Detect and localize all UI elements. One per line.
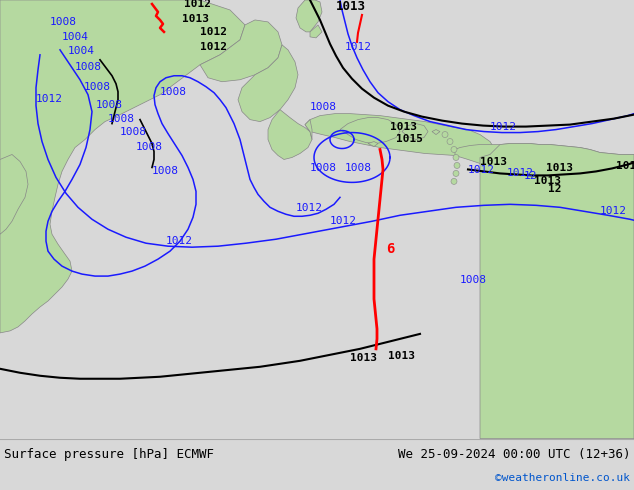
Polygon shape: [200, 20, 282, 82]
Text: 1012: 1012: [507, 169, 534, 178]
Text: 1008: 1008: [310, 164, 337, 173]
Text: 1012: 1012: [184, 0, 211, 9]
Polygon shape: [238, 45, 298, 122]
Text: 1012: 1012: [166, 236, 193, 246]
Text: 1008: 1008: [108, 114, 135, 123]
Text: 1008: 1008: [136, 142, 163, 151]
Text: Surface pressure [hPa] ECMWF: Surface pressure [hPa] ECMWF: [4, 448, 214, 461]
Circle shape: [451, 178, 457, 184]
Text: 1013: 1013: [350, 353, 377, 363]
Text: 1012: 1012: [200, 42, 227, 52]
Text: 1012: 1012: [200, 27, 227, 37]
Text: 1008: 1008: [310, 101, 337, 112]
Text: 6: 6: [386, 242, 394, 256]
Text: We 25-09-2024 00:00 UTC (12+36): We 25-09-2024 00:00 UTC (12+36): [398, 448, 630, 461]
Polygon shape: [455, 144, 634, 184]
Text: 12: 12: [524, 172, 538, 181]
Text: 1008: 1008: [120, 126, 147, 137]
Polygon shape: [296, 0, 322, 32]
Text: 1012: 1012: [330, 216, 357, 226]
Polygon shape: [268, 110, 312, 159]
Circle shape: [453, 154, 459, 160]
Text: 1008: 1008: [75, 62, 102, 72]
Text: ©weatheronline.co.uk: ©weatheronline.co.uk: [495, 473, 630, 483]
Polygon shape: [340, 118, 400, 144]
Polygon shape: [368, 142, 378, 147]
Polygon shape: [480, 144, 634, 439]
Polygon shape: [402, 123, 428, 140]
Text: 1013: 1013: [336, 0, 366, 13]
Text: 1004: 1004: [62, 32, 89, 42]
Text: 1013: 1013: [616, 161, 634, 172]
Text: 1008: 1008: [50, 17, 77, 27]
Circle shape: [451, 147, 457, 152]
Circle shape: [442, 132, 448, 138]
Text: 1008: 1008: [345, 164, 372, 173]
Text: 1012: 1012: [490, 122, 517, 132]
Polygon shape: [432, 129, 440, 135]
Circle shape: [454, 163, 460, 169]
Text: 1012: 1012: [345, 42, 372, 52]
Text: 1012: 1012: [36, 94, 63, 104]
Polygon shape: [0, 154, 28, 234]
Text: 1013: 1013: [534, 176, 561, 186]
Text: 1013: 1013: [546, 164, 573, 173]
Polygon shape: [0, 0, 245, 333]
Circle shape: [447, 139, 453, 145]
Text: 1012: 1012: [600, 206, 627, 216]
Text: 1008: 1008: [84, 82, 111, 92]
Circle shape: [453, 171, 459, 176]
Text: 12: 12: [548, 184, 562, 195]
Text: 1008: 1008: [96, 99, 123, 110]
Text: 1008: 1008: [460, 275, 487, 285]
Text: 1012: 1012: [296, 203, 323, 213]
Text: 1004: 1004: [68, 46, 95, 56]
Text: 1013: 1013: [390, 122, 417, 132]
Polygon shape: [310, 25, 322, 38]
Polygon shape: [305, 114, 495, 157]
Text: 1013: 1013: [480, 157, 507, 168]
Text: 1012: 1012: [468, 166, 495, 175]
Text: 1008: 1008: [152, 167, 179, 176]
Text: 1008: 1008: [160, 87, 187, 97]
Text: 1015: 1015: [396, 134, 423, 144]
Text: 1013: 1013: [388, 351, 415, 361]
Polygon shape: [305, 120, 312, 140]
Text: 1013: 1013: [182, 14, 209, 24]
